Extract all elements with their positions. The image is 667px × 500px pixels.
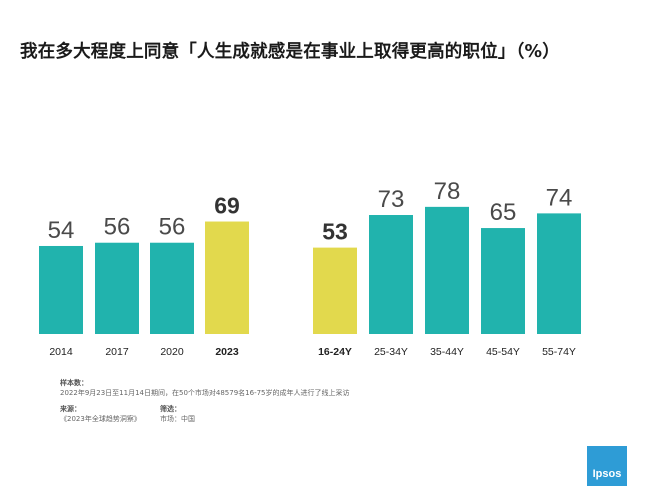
tick-label-2017: 2017 [105,346,129,358]
value-label-2023: 69 [214,193,240,219]
value-label-35-44Y: 78 [434,178,461,205]
tick-label-2014: 2014 [49,346,73,358]
value-label-2017: 56 [104,214,131,241]
bar-55-74Y [537,213,581,334]
tick-label-45-54Y: 45-54Y [486,346,520,358]
source-label: 来源： [60,405,81,413]
chart-by-year: 54 2014 56 2017 56 2020 69 2023 [39,193,249,358]
bar-16-24Y [313,247,357,334]
chart-by-age: 53 16-24Y 73 25-34Y 78 35-44Y 65 45-54Y 74 55-74Y [313,178,581,358]
tick-label-2020: 2020 [160,346,184,358]
ipsos-logo: Ipsos [587,446,627,486]
value-label-2020: 56 [159,214,186,241]
bar-2014 [39,245,83,334]
value-label-16-24Y: 53 [322,219,348,245]
bar-25-34Y [369,215,413,334]
tick-label-2023: 2023 [215,346,239,358]
source-text: 《2023年全球趋势洞察》 [60,415,141,423]
tick-label-35-44Y: 35-44Y [430,346,464,358]
bar-35-44Y [425,206,469,334]
filter-text: 市场：中国 [160,415,195,423]
tick-label-16-24Y: 16-24Y [318,346,352,358]
filter-label: 筛选： [160,405,181,413]
bar-2020 [150,242,194,334]
value-label-45-54Y: 65 [490,199,517,226]
value-label-25-34Y: 73 [378,186,405,213]
value-label-55-74Y: 74 [546,184,573,211]
bar-45-54Y [481,228,525,334]
bar-2017 [95,242,139,334]
bar-2023 [205,221,249,334]
sample-label: 样本数： [60,379,88,387]
footnotes: 样本数： 2022年9月23日至11月14日期间，在50个市场对48579名16… [60,378,350,424]
value-label-2014: 54 [48,217,75,244]
tick-label-25-34Y: 25-34Y [374,346,408,358]
ipsos-logo-text: Ipsos [592,468,622,480]
tick-label-55-74Y: 55-74Y [542,346,576,358]
chart-title: 我在多大程度上同意「人生成就感是在事业上取得更高的职位」（%） [20,42,560,62]
sample-text: 2022年9月23日至11月14日期间，在50个市场对48579名16-75岁的… [60,389,350,397]
